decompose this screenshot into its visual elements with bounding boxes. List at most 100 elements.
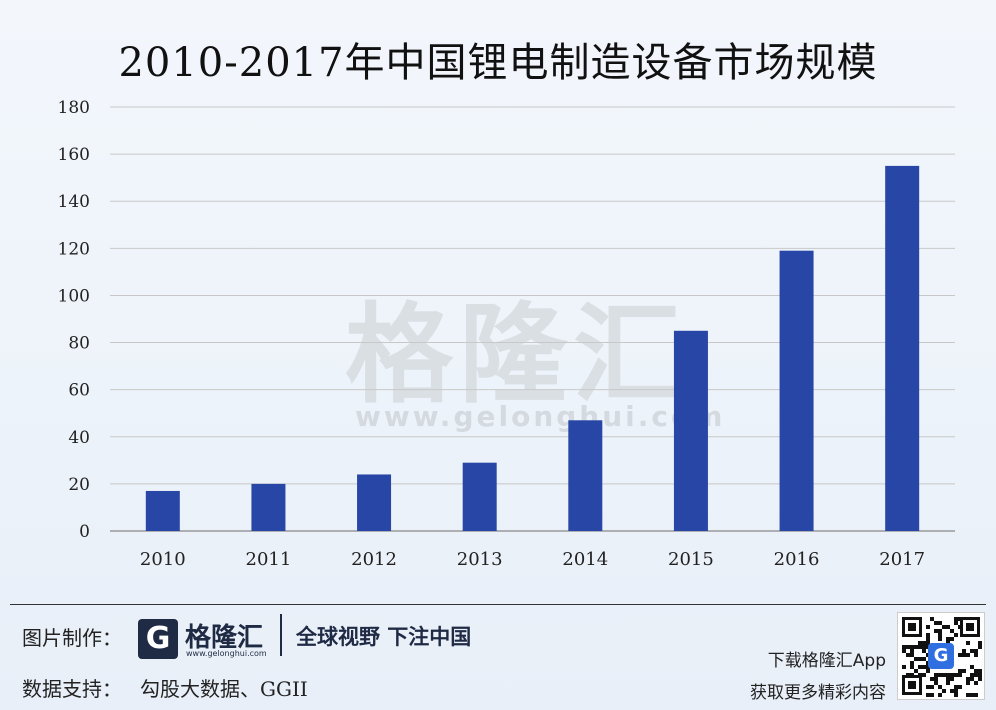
qr-finder [902, 675, 922, 695]
qr-module [978, 677, 982, 681]
x-tick-label: 2017 [879, 549, 925, 570]
bar-2017 [885, 165, 920, 531]
logo-url: www.gelonghui.com [186, 649, 267, 658]
qr-module [970, 665, 974, 669]
x-tick-label: 2015 [668, 549, 714, 570]
bar-2013 [462, 462, 497, 531]
qr-module [934, 677, 938, 681]
qr-module [974, 693, 978, 697]
qr-module [922, 657, 926, 661]
qr-module [974, 649, 978, 653]
chart-bars [145, 165, 920, 531]
qr-module [966, 693, 970, 697]
qr-module [950, 689, 954, 693]
qr-finder [960, 617, 980, 637]
slogan: 全球视野 下注中国 [296, 625, 472, 649]
qr-module [914, 657, 918, 661]
watermark-brand: 格隆汇 [345, 293, 688, 418]
chart-grid [110, 106, 955, 532]
qr-module [914, 645, 918, 649]
qr-module [930, 693, 934, 697]
qr-module [918, 657, 922, 661]
qr-module [922, 649, 926, 653]
qr-module [938, 629, 942, 633]
x-tick-label: 2011 [246, 549, 292, 570]
qr-module [954, 633, 958, 637]
qr-module [934, 621, 938, 625]
bar-2012 [357, 474, 392, 531]
qr-module [942, 625, 946, 629]
qr-module [902, 665, 906, 669]
qr-module [966, 641, 970, 645]
y-tick-label: 160 [58, 145, 90, 165]
qr-module [966, 677, 970, 681]
qr-module [946, 681, 950, 685]
qr-module [958, 669, 962, 673]
qr-module [926, 693, 930, 697]
source-label: 数据支持： [22, 677, 122, 701]
qr-module [938, 685, 942, 689]
qr-module [910, 645, 914, 649]
qr-module [918, 641, 922, 645]
qr-module [970, 649, 974, 653]
qr-module [926, 641, 930, 645]
logo-divider [280, 614, 282, 656]
qr-module [926, 625, 930, 629]
more-content-text: 获取更多精彩内容 [750, 683, 886, 703]
y-tick-label: 100 [58, 286, 90, 306]
qr-module [914, 669, 918, 673]
qr-module [910, 653, 914, 657]
y-tick-label: 0 [79, 522, 90, 542]
qr-module [926, 633, 930, 637]
qr-module [906, 645, 910, 649]
bar-2015 [673, 330, 708, 531]
qr-module [954, 693, 958, 697]
qr-module [938, 673, 942, 677]
x-tick-label: 2012 [351, 549, 397, 570]
qr-module [974, 653, 978, 657]
qr-module [958, 673, 962, 677]
qr-module [966, 653, 970, 657]
qr-module [946, 637, 950, 641]
qr-module [954, 673, 958, 677]
qr-module [906, 653, 910, 657]
source-text: 勾股大数据、GGII [140, 677, 308, 701]
qr-module [934, 681, 938, 685]
qr-module [958, 653, 962, 657]
gelonghui-logo-icon: G [138, 619, 178, 659]
qr-module [958, 685, 962, 689]
x-tick-label: 2014 [562, 549, 608, 570]
qr-module [934, 629, 938, 633]
bar-2010 [145, 490, 180, 531]
qr-module [978, 673, 982, 677]
qr-module [938, 693, 942, 697]
qr-module [938, 633, 942, 637]
qr-logo-icon: G [928, 643, 954, 669]
qr-module [962, 669, 966, 673]
qr-module [974, 673, 978, 677]
qr-module [974, 681, 978, 685]
qr-module [922, 673, 926, 677]
qr-module [978, 669, 982, 673]
made-by-label: 图片制作： [22, 626, 122, 650]
qr-module [930, 617, 934, 621]
bar-2011 [251, 483, 286, 531]
footer-divider [10, 604, 986, 605]
qr-module [954, 689, 958, 693]
bar-2014 [568, 420, 603, 531]
y-tick-label: 20 [68, 475, 90, 495]
qr-module [930, 677, 934, 681]
qr-module [902, 649, 906, 653]
y-tick-label: 180 [58, 98, 90, 118]
qr-module [970, 677, 974, 681]
chart-title: 2010-2017年中国锂电制造设备市场规模 [118, 40, 878, 86]
qr-module [926, 685, 930, 689]
qr-module [970, 673, 974, 677]
x-tick-label: 2013 [457, 549, 503, 570]
qr-module [938, 621, 942, 625]
qr-finder [902, 617, 922, 637]
qr-module [946, 625, 950, 629]
qr-module [938, 637, 942, 641]
